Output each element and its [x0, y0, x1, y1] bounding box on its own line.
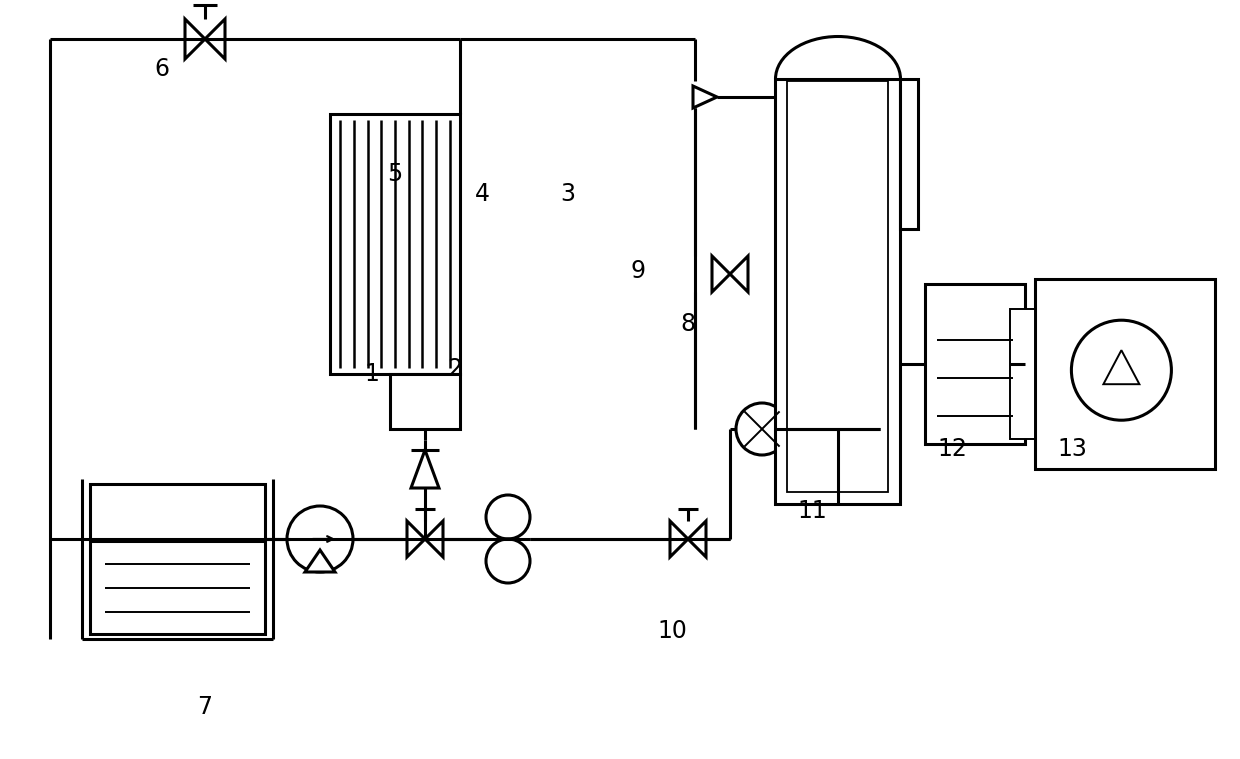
Bar [330, 114, 460, 374]
Polygon shape [688, 521, 706, 557]
Text: 6: 6 [155, 57, 170, 81]
Polygon shape [693, 86, 717, 108]
Bar [775, 79, 900, 504]
Bar [925, 284, 1025, 444]
Text: 4: 4 [475, 182, 490, 206]
Circle shape [286, 506, 353, 572]
Circle shape [486, 539, 529, 583]
Text: 2: 2 [448, 357, 463, 381]
Polygon shape [185, 19, 205, 59]
Polygon shape [407, 521, 425, 557]
Circle shape [737, 403, 787, 455]
Bar [787, 81, 888, 492]
Text: 7: 7 [197, 695, 212, 719]
Polygon shape [730, 256, 748, 292]
Bar [1011, 309, 1035, 439]
Bar [1035, 279, 1215, 469]
Circle shape [486, 495, 529, 539]
Text: 5: 5 [387, 162, 403, 186]
Text: 10: 10 [657, 619, 687, 643]
Text: 13: 13 [1056, 437, 1087, 461]
Bar [91, 484, 265, 634]
Polygon shape [712, 256, 730, 292]
Polygon shape [670, 521, 688, 557]
Text: 1: 1 [365, 362, 379, 386]
Text: 8: 8 [681, 312, 696, 336]
Text: 3: 3 [560, 182, 575, 206]
Text: 9: 9 [630, 259, 646, 283]
Bar [391, 374, 460, 429]
Text: 12: 12 [937, 437, 967, 461]
Circle shape [1071, 320, 1172, 420]
Polygon shape [1104, 350, 1140, 384]
Polygon shape [305, 550, 335, 572]
Polygon shape [425, 521, 443, 557]
Text: 11: 11 [797, 499, 827, 523]
Bar [900, 79, 918, 229]
Polygon shape [205, 19, 224, 59]
Polygon shape [410, 450, 439, 488]
